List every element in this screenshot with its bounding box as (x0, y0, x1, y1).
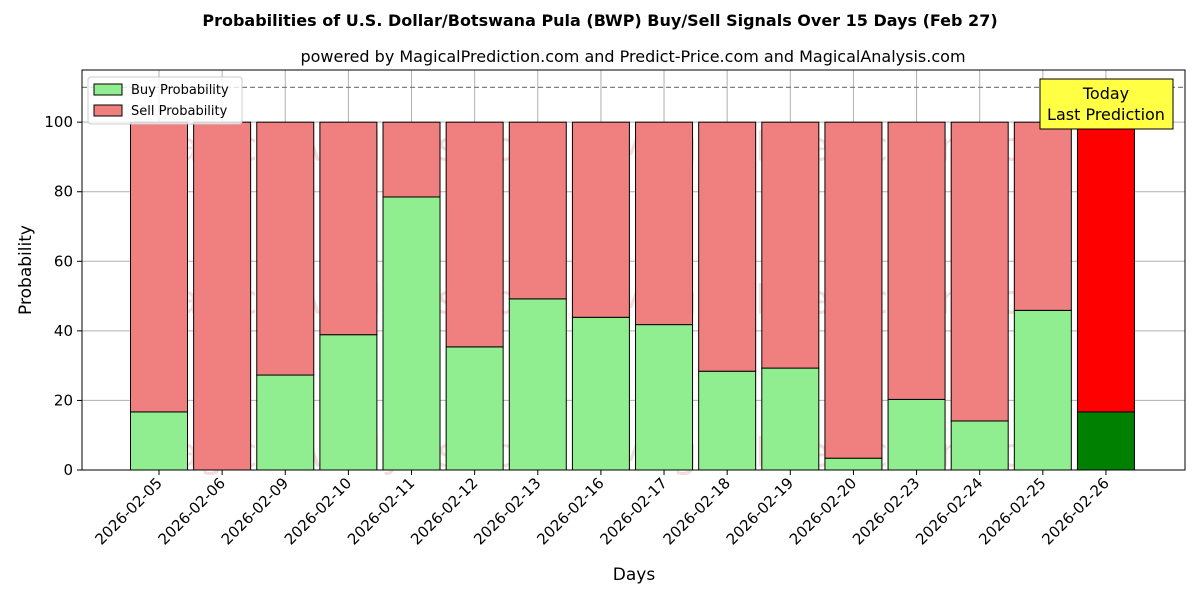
sell-bar (698, 121, 757, 372)
y-tick-label: 20 (54, 391, 73, 409)
buy-bar (950, 420, 1009, 471)
sell-bar (571, 121, 630, 318)
sell-bar (1013, 121, 1072, 311)
x-tick-label: 2026-02-24 (912, 474, 986, 548)
buy-bar (1013, 309, 1072, 471)
buy-bar (1076, 411, 1135, 471)
x-tick-label: 2026-02-25 (975, 474, 1049, 548)
x-tick-label: 2026-02-12 (407, 474, 481, 548)
sell-bar (635, 121, 694, 326)
legend-swatch (93, 104, 123, 117)
sell-bar (761, 121, 820, 369)
y-tick-label: 0 (63, 461, 73, 479)
sell-bar (508, 121, 567, 300)
sell-bar (824, 121, 883, 459)
x-tick-label: 2026-02-20 (786, 474, 860, 548)
x-tick-label: 2026-02-18 (660, 474, 734, 548)
buy-bar (887, 398, 946, 471)
sell-bar (382, 121, 441, 198)
sell-bar (1076, 121, 1135, 413)
legend: Buy Probability Sell Probability (87, 76, 243, 125)
buy-bar (382, 196, 441, 471)
buy-bar (824, 457, 883, 471)
buy-bar (761, 367, 820, 471)
x-tick-label: 2026-02-13 (470, 474, 544, 548)
sell-bar (950, 121, 1009, 422)
buy-bar (635, 324, 694, 471)
legend-label: Buy Probability (131, 83, 229, 98)
x-tick-label: 2026-02-09 (218, 474, 292, 548)
annotation-line2: Last Prediction (1047, 105, 1165, 124)
y-axis-label: Probability (16, 225, 36, 315)
sell-bar (445, 121, 504, 348)
x-tick-label: 2026-02-23 (849, 474, 923, 548)
sell-bar (887, 121, 946, 400)
bars (130, 121, 1135, 471)
today-annotation: Today Last Prediction (1039, 78, 1174, 130)
y-axis-ticks: 0 20 40 60 80 100 (44, 113, 82, 479)
sell-bar (256, 121, 315, 376)
x-tick-label: 2026-02-10 (281, 474, 355, 548)
x-tick-label: 2026-02-26 (1038, 474, 1112, 548)
buy-bar (508, 298, 567, 471)
y-tick-label: 80 (54, 183, 73, 201)
legend-swatch (93, 83, 123, 96)
plot-frame (81, 69, 1186, 471)
x-tick-label: 2026-02-17 (596, 474, 670, 548)
legend-box (87, 76, 243, 125)
chart-title: Probabilities of U.S. Dollar/Botswana Pu… (202, 11, 997, 30)
buy-bar (571, 316, 630, 471)
sell-bar (193, 121, 252, 471)
buy-bar (698, 370, 757, 471)
x-tick-label: 2026-02-05 (91, 474, 165, 548)
buy-bar (445, 346, 504, 471)
buy-bar (256, 374, 315, 471)
annotation-line1: Today (1082, 84, 1129, 103)
y-tick-label: 100 (44, 113, 73, 131)
y-tick-label: 60 (54, 252, 73, 270)
sell-bar (130, 121, 188, 413)
x-axis-ticks: 2026-02-052026-02-062026-02-092026-02-10… (91, 470, 1113, 548)
sell-bar (319, 121, 378, 336)
x-tick-label: 2026-02-16 (533, 474, 607, 548)
legend-label: Sell Probability (131, 104, 228, 119)
x-tick-label: 2026-02-11 (344, 474, 418, 548)
buy-bar (130, 411, 188, 471)
x-tick-label: 2026-02-19 (723, 474, 797, 548)
buy-bar (319, 334, 378, 471)
x-axis-label: Days (613, 565, 656, 585)
x-tick-label: 2026-02-06 (155, 474, 229, 548)
chart-subtitle: powered by MagicalPrediction.com and Pre… (300, 47, 965, 66)
y-tick-label: 40 (54, 322, 73, 340)
annotation-box (1039, 78, 1174, 130)
